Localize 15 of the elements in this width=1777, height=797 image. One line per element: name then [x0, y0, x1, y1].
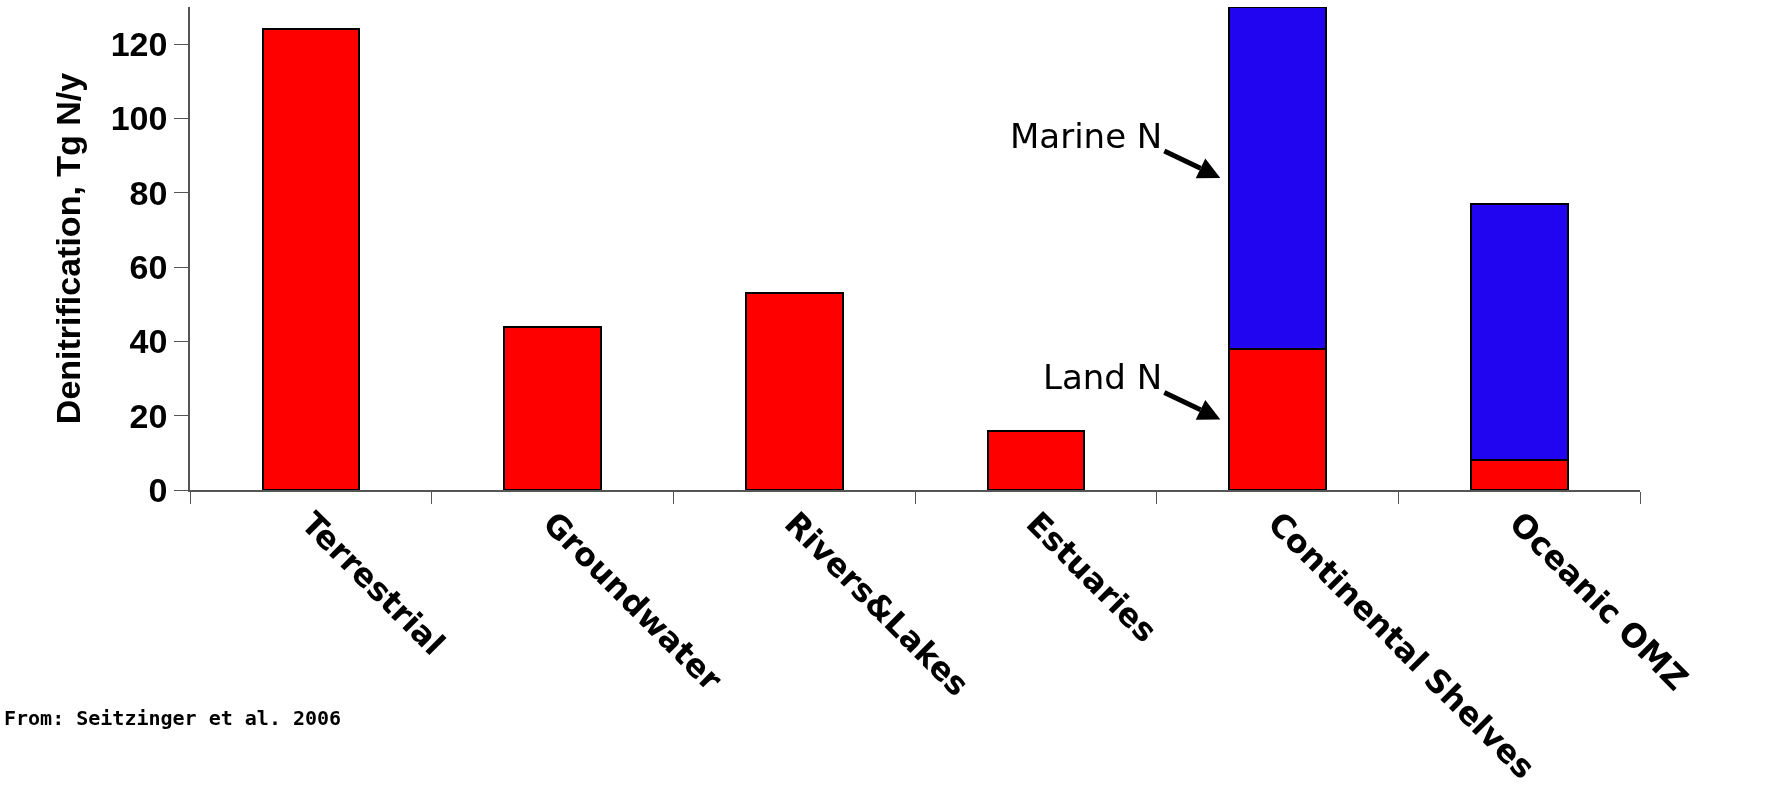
bar	[744, 292, 844, 490]
text: From: Seitzinger et al. 2006	[4, 706, 342, 730]
y-tick-label: 0	[148, 470, 168, 509]
y-tick-label: 80	[129, 173, 168, 212]
bar	[986, 429, 1086, 490]
y-tick-label: 120	[110, 25, 168, 64]
legend-label: Marine N	[1010, 116, 1163, 156]
y-axis-title: Denitrification, Tg N/y	[48, 72, 87, 425]
y-tick-label: 20	[129, 396, 168, 435]
bar	[503, 325, 602, 490]
y-tick-label: 60	[129, 247, 168, 286]
bar	[261, 28, 361, 490]
series-label: Land N	[1043, 357, 1163, 397]
y-tick-label: 40	[129, 322, 168, 361]
y-tick-label: 100	[110, 99, 168, 138]
